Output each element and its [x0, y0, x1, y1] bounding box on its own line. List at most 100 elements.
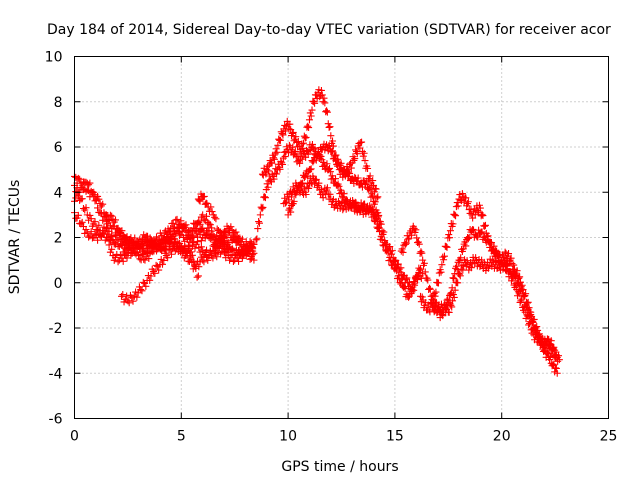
data-point-fill [187, 253, 195, 261]
y-tick-label: 8 [54, 95, 63, 111]
data-point [135, 238, 143, 246]
data-point-fill [155, 266, 163, 274]
data-point [446, 227, 454, 235]
data-point-fill [507, 254, 515, 262]
data-point-fill [196, 220, 204, 228]
data-point-fill [194, 238, 202, 246]
data-point-fill [108, 212, 116, 220]
data-point-fill [337, 159, 345, 167]
data-point-fill [149, 241, 157, 249]
chart-title: Day 184 of 2014, Sidereal Day-to-day VTE… [47, 22, 611, 38]
data-point-fill [254, 225, 262, 233]
data-point-fill [309, 144, 317, 152]
data-point-fill [316, 151, 324, 159]
data-point-fill [204, 230, 212, 238]
data-point [199, 211, 207, 219]
data-point-fill [404, 235, 412, 243]
data-point-fill [229, 232, 237, 240]
data-point [205, 220, 213, 228]
data-point-fill [133, 293, 141, 301]
data-point-fill [268, 159, 276, 167]
data-point-fill [428, 303, 436, 311]
data-point-fill [211, 213, 219, 221]
data-point-fill [448, 303, 456, 311]
data-point-fill [258, 205, 266, 213]
data-point-fill [276, 136, 284, 144]
data-point-fill [105, 217, 113, 225]
data-point-fill [217, 250, 225, 258]
grid-lines [74, 56, 609, 419]
data-point [451, 270, 459, 278]
data-point-fill [91, 230, 99, 238]
data-point-fill [255, 219, 263, 227]
data-point-fill [78, 195, 86, 203]
data-point-fill [307, 179, 315, 187]
data-point-fill [164, 254, 172, 262]
data-point-fill [432, 288, 440, 296]
data-point-fill [178, 243, 186, 251]
data-point-fill [232, 228, 240, 236]
data-point-fill [165, 228, 173, 236]
data-point-fill [354, 174, 362, 182]
data-point-fill [138, 239, 146, 247]
data-point-fill [450, 210, 458, 218]
data-point-fill [151, 237, 159, 245]
data-point-fill [434, 279, 442, 287]
data-point-fill [170, 241, 178, 249]
data-point-fill [279, 154, 287, 162]
data-point-fill [325, 141, 333, 149]
data-point [115, 227, 123, 235]
data-point-fill [181, 223, 189, 231]
data-point-fill [466, 209, 474, 217]
data-point-fill [302, 133, 310, 141]
data-point-fill [426, 308, 434, 316]
data-point-fill [511, 271, 519, 279]
data-point [553, 353, 561, 361]
data-point-fill [452, 262, 460, 270]
data-point-fill [203, 227, 211, 235]
data-point-fill [505, 250, 513, 258]
data-point [297, 145, 305, 153]
data-point-fill [170, 223, 178, 231]
data-point-fill [402, 239, 410, 247]
data-point-fill [276, 165, 284, 173]
data-point-fill [142, 282, 150, 290]
data-point-fill [324, 120, 332, 128]
data-point-fill [274, 141, 282, 149]
data-point-fill [191, 244, 199, 252]
data-point-fill [123, 254, 131, 262]
data-point-fill [323, 108, 331, 116]
data-point-fill [215, 236, 223, 244]
data-point-fill [286, 120, 294, 128]
data-point-fill [431, 292, 439, 300]
data-point-fill [281, 152, 289, 160]
data-point-fill [275, 135, 283, 143]
data-point-fill [417, 298, 425, 306]
data-point-fill [95, 221, 103, 229]
data-point-fill [289, 183, 297, 191]
data-point-fill [209, 246, 217, 254]
data-point-fill [479, 212, 487, 220]
data-point [256, 211, 264, 219]
data-point [402, 240, 410, 248]
data-point-fill [452, 212, 460, 220]
data-point [361, 157, 369, 165]
data-point-fill [270, 154, 278, 162]
data-point-fill [449, 220, 457, 228]
data-point-fill [273, 170, 281, 178]
data-point-fill [484, 232, 492, 240]
data-point-fill [394, 260, 402, 268]
data-point-fill [418, 293, 426, 301]
data-point [231, 229, 239, 237]
data-point [468, 227, 476, 235]
data-point-fill [124, 237, 132, 245]
data-point-fill [139, 278, 147, 286]
data-point-fill [311, 176, 319, 184]
data-point-fill [418, 249, 426, 257]
data-point-fill [516, 298, 524, 306]
data-point [423, 274, 431, 282]
data-point-fill [119, 231, 127, 239]
data-point-fill [300, 132, 308, 140]
data-point-fill [253, 235, 261, 243]
data-point-fill [323, 160, 331, 168]
